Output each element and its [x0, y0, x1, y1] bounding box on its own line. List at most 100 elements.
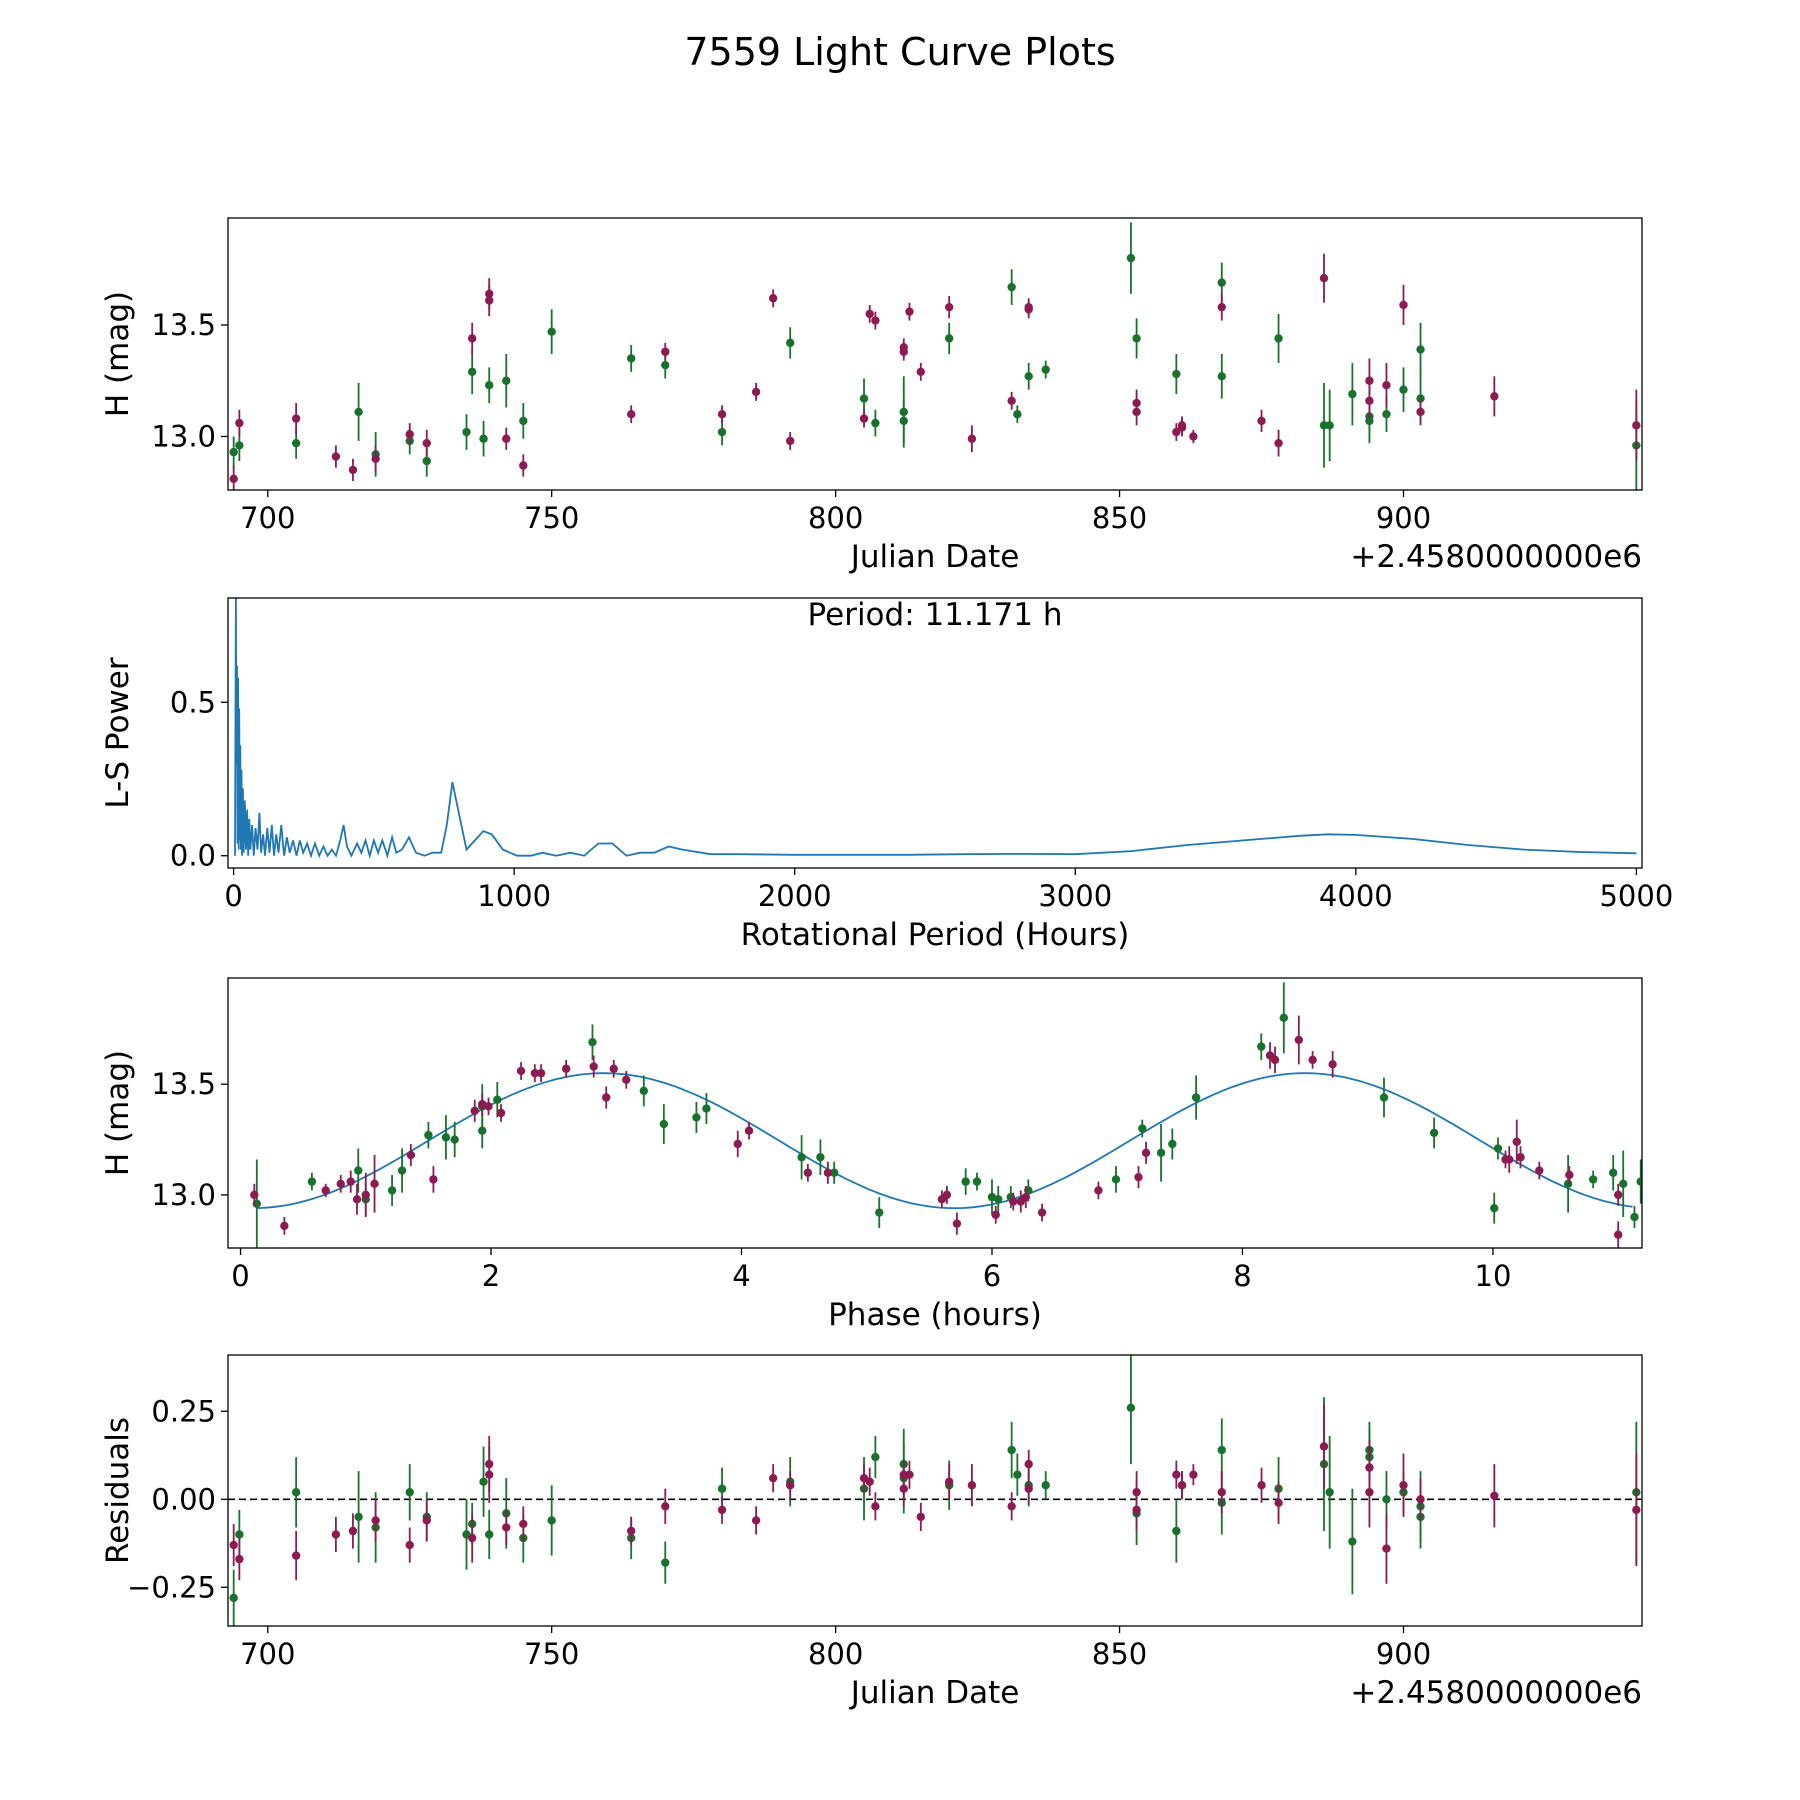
- green-data-point: [519, 416, 528, 426]
- magenta-data-point: [291, 1551, 301, 1560]
- green-data-point: [450, 1135, 459, 1144]
- green-data-point: [661, 1558, 670, 1567]
- magenta-data-point: [1365, 376, 1374, 385]
- magenta-data-point: [346, 1177, 355, 1186]
- magenta-data-point: [371, 1516, 380, 1525]
- magenta-data-point: [348, 1526, 358, 1536]
- magenta-data-point: [602, 1093, 611, 1102]
- magenta-data-point: [944, 302, 954, 312]
- magenta-data-point: [1009, 1197, 1018, 1206]
- magenta-data-point: [916, 367, 926, 377]
- green-data-point: [1493, 1144, 1503, 1153]
- magenta-data-point: [1024, 1459, 1033, 1469]
- magenta-data-point: [1094, 1186, 1103, 1195]
- magenta-data-point: [519, 1519, 528, 1529]
- magenta-data-point: [626, 1526, 636, 1536]
- magenta-data-point: [1024, 1484, 1033, 1493]
- magenta-data-point: [1416, 1495, 1425, 1504]
- green-data-point: [1132, 334, 1141, 343]
- green-data-point: [1007, 1445, 1016, 1455]
- magenta-data-point: [1257, 1481, 1266, 1490]
- magenta-data-point: [785, 436, 795, 446]
- magenta-data-point: [1189, 432, 1198, 441]
- x-tick-label: 4000: [1319, 879, 1393, 913]
- magenta-data-point: [626, 409, 636, 419]
- green-data-point: [816, 1153, 825, 1162]
- green-data-point: [1217, 1445, 1226, 1455]
- green-data-point: [493, 1095, 502, 1104]
- y-tick-label: −0.25: [127, 1570, 216, 1604]
- green-data-point: [961, 1177, 970, 1186]
- y-tick-label: 13.0: [151, 1178, 216, 1212]
- magenta-data-point: [1274, 438, 1283, 448]
- green-data-point: [354, 407, 363, 417]
- magenta-data-point: [1614, 1190, 1623, 1200]
- plot-area: [234, 598, 1637, 860]
- green-data-point: [354, 1512, 363, 1522]
- magenta-data-point: [321, 1186, 330, 1195]
- green-data-point: [462, 427, 471, 437]
- green-data-point: [626, 354, 636, 363]
- green-data-point: [405, 1488, 414, 1497]
- x-axis-label: Julian Date: [849, 1675, 1020, 1711]
- green-data-point: [994, 1195, 1003, 1204]
- magenta-data-point: [235, 1554, 244, 1564]
- y-tick-label: 13.0: [151, 419, 216, 453]
- magenta-data-point: [1365, 396, 1374, 406]
- x-tick-label: 750: [524, 501, 579, 535]
- x-tick-label: 700: [240, 501, 295, 535]
- x-tick-label: 8: [1233, 1259, 1251, 1293]
- magenta-data-point: [944, 1477, 954, 1486]
- green-data-point: [441, 1133, 451, 1142]
- green-data-point: [479, 434, 488, 443]
- green-data-point: [1429, 1128, 1439, 1138]
- magenta-data-point: [1141, 1148, 1151, 1158]
- magenta-data-point: [1132, 407, 1141, 417]
- x-axis-offset-label: +2.4580000000e6: [1350, 1675, 1642, 1711]
- magenta-data-point: [865, 1477, 874, 1486]
- magenta-data-point: [422, 438, 431, 448]
- magenta-data-point: [502, 1523, 511, 1532]
- magenta-data-point: [905, 1470, 914, 1479]
- green-data-point: [485, 1530, 494, 1539]
- magenta-data-point: [942, 1190, 952, 1200]
- magenta-data-point: [1177, 1481, 1187, 1490]
- periodogram-line: [234, 598, 1637, 860]
- green-data-point: [354, 1166, 363, 1175]
- magenta-data-point: [991, 1210, 1000, 1220]
- magenta-data-point: [352, 1195, 362, 1204]
- green-data-point: [1608, 1168, 1618, 1177]
- magenta-data-point: [751, 1516, 761, 1525]
- x-tick-label: 0: [224, 879, 242, 913]
- x-tick-label: 6: [983, 1259, 1001, 1293]
- magenta-data-point: [235, 418, 244, 428]
- x-tick-label: 2000: [758, 879, 832, 913]
- y-axis-label: H (mag): [100, 291, 136, 417]
- green-data-point: [797, 1153, 806, 1162]
- green-data-point: [1041, 365, 1050, 374]
- magenta-data-point: [467, 334, 477, 343]
- green-data-point: [291, 438, 301, 448]
- y-tick-label: 0.0: [170, 839, 216, 873]
- green-data-point: [1588, 1175, 1598, 1184]
- magenta-data-point: [1007, 396, 1016, 406]
- magenta-data-point: [1217, 1488, 1226, 1497]
- magenta-data-point: [422, 1516, 431, 1525]
- green-data-point: [717, 427, 727, 437]
- magenta-data-point: [1172, 427, 1181, 437]
- x-axis-label: Rotational Period (Hours): [741, 917, 1130, 953]
- green-data-point: [1024, 372, 1033, 381]
- y-axis-label: Residuals: [100, 1417, 136, 1564]
- green-data-point: [692, 1113, 701, 1122]
- green-data-point: [1279, 1013, 1289, 1023]
- green-data-point: [1138, 1124, 1147, 1133]
- axes-frame: [227, 1354, 1643, 1627]
- green-data-point: [1636, 1177, 1642, 1186]
- phase-folded-panel: 0 2 4 6 8 10 13.0 13.5 Phase (hours) H (mag): [100, 977, 1643, 1333]
- magenta-data-point: [1382, 381, 1391, 390]
- magenta-data-point: [530, 1068, 540, 1078]
- green-data-point: [1111, 1175, 1121, 1184]
- magenta-data-point: [905, 307, 914, 316]
- magenta-data-point: [502, 434, 511, 443]
- green-data-point: [871, 1452, 880, 1462]
